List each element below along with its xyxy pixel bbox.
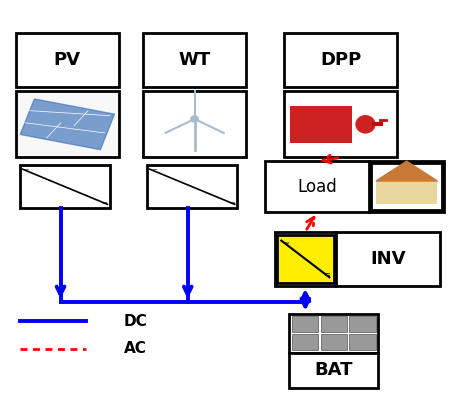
Text: BAT: BAT bbox=[314, 361, 353, 379]
Text: DC: DC bbox=[124, 314, 148, 329]
Bar bbox=[320, 316, 346, 332]
Polygon shape bbox=[20, 99, 115, 150]
Bar bbox=[376, 181, 438, 204]
Text: =: = bbox=[323, 270, 330, 279]
Text: ~: ~ bbox=[151, 167, 156, 173]
Bar bbox=[371, 163, 442, 210]
Bar bbox=[289, 314, 378, 353]
Text: ~: ~ bbox=[24, 167, 29, 173]
Bar bbox=[265, 162, 444, 212]
Polygon shape bbox=[376, 161, 438, 181]
Bar bbox=[292, 316, 318, 332]
Bar bbox=[143, 33, 246, 87]
Bar bbox=[292, 334, 318, 350]
Text: DPP: DPP bbox=[320, 51, 361, 69]
Bar bbox=[16, 91, 119, 158]
Bar bbox=[16, 33, 119, 87]
Bar bbox=[320, 334, 346, 350]
Text: INV: INV bbox=[370, 250, 406, 268]
Bar bbox=[284, 91, 397, 158]
Bar bbox=[289, 353, 378, 388]
Text: AC: AC bbox=[124, 341, 147, 356]
Text: PV: PV bbox=[54, 51, 81, 69]
Bar bbox=[349, 316, 375, 332]
Text: =: = bbox=[229, 200, 235, 206]
Bar bbox=[349, 334, 375, 350]
Text: =: = bbox=[101, 200, 108, 206]
Bar bbox=[290, 106, 352, 143]
Bar bbox=[284, 33, 397, 87]
Bar bbox=[275, 231, 439, 286]
Bar bbox=[277, 235, 334, 283]
Circle shape bbox=[191, 116, 198, 122]
Bar bbox=[20, 165, 110, 208]
Ellipse shape bbox=[356, 115, 375, 134]
Text: WT: WT bbox=[179, 51, 211, 69]
Text: Load: Load bbox=[297, 178, 337, 196]
Bar bbox=[147, 165, 237, 208]
Bar bbox=[143, 91, 246, 158]
Text: ~: ~ bbox=[282, 239, 289, 248]
